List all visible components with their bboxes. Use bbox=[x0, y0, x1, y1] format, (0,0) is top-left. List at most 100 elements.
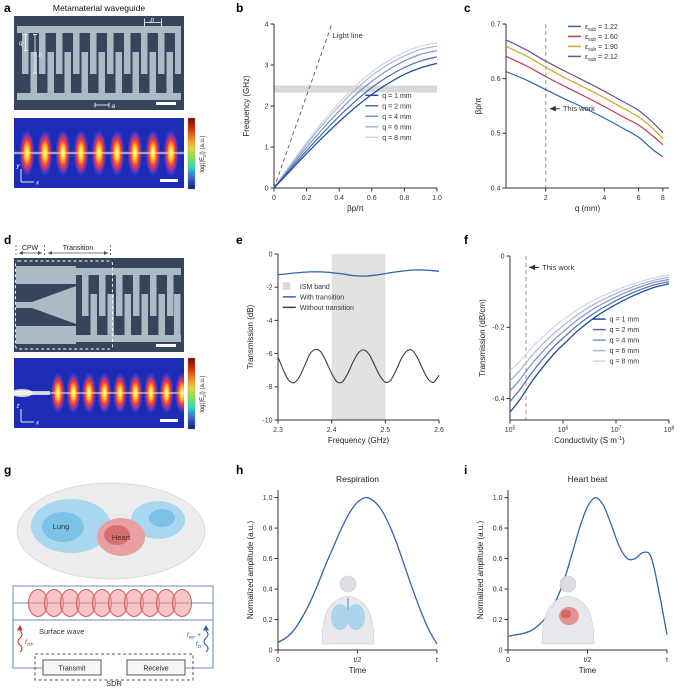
svg-text:0.8: 0.8 bbox=[493, 525, 503, 532]
cpw-taper-structure bbox=[16, 266, 76, 344]
svg-text:107: 107 bbox=[611, 426, 622, 434]
colorbar-label: log(|Ez|) (a.u.) bbox=[200, 136, 207, 173]
svg-text:-6: -6 bbox=[266, 351, 272, 358]
axis-h-label: x bbox=[35, 421, 40, 427]
svg-text:2.3: 2.3 bbox=[273, 427, 283, 434]
svg-text:6: 6 bbox=[637, 195, 641, 202]
axis-h-label: x bbox=[35, 181, 40, 187]
svg-text:t: t bbox=[666, 657, 668, 664]
svg-text:q = 6 mm: q = 6 mm bbox=[610, 348, 640, 355]
lung-label: Lung bbox=[53, 522, 70, 531]
panel-c-letter: c bbox=[464, 1, 471, 15]
tx-wave-arrow: fRF bbox=[17, 625, 34, 653]
panel-i: i 0 t/2 t 0 0.2 0.4 0.6 0.8 1.0 Time Normalized am… bbox=[456, 462, 685, 689]
svg-text:0: 0 bbox=[269, 647, 273, 654]
svg-text:-8: -8 bbox=[266, 384, 272, 391]
scale-bar bbox=[160, 179, 178, 182]
sdr-label: SDR bbox=[106, 679, 122, 687]
panel-b: b 0 0.2 0.4 0.6 0.8 1.0 0 1 2 3 4 βp/π Frequency (GH… bbox=[228, 0, 456, 232]
svg-text:Conductivity (S m-1): Conductivity (S m-1) bbox=[554, 436, 625, 445]
scale-bar bbox=[156, 344, 176, 347]
svg-text:0.6: 0.6 bbox=[493, 556, 503, 563]
panel-g: g Lung Heart bbox=[0, 462, 228, 689]
svg-text:106: 106 bbox=[558, 426, 569, 434]
panel-d: d CPW Transition bbox=[0, 232, 228, 462]
svg-text:4: 4 bbox=[265, 21, 269, 28]
transmit-box bbox=[42, 659, 102, 676]
panel-b-letter: b bbox=[236, 1, 244, 15]
svg-text:εsub = 2.12: εsub = 2.12 bbox=[585, 54, 618, 63]
colorbar: log(|Ez|) (a.u.) bbox=[187, 117, 207, 190]
svg-text:εsub = 1.90: εsub = 1.90 bbox=[585, 44, 618, 53]
svg-text:2: 2 bbox=[544, 195, 548, 202]
svg-text:0: 0 bbox=[501, 253, 505, 260]
panel-e-letter: e bbox=[236, 233, 243, 247]
svg-text:Transmission (dB/cm): Transmission (dB/cm) bbox=[478, 299, 487, 377]
svg-text:εsub = 1.60: εsub = 1.60 bbox=[585, 34, 618, 43]
svg-text:4: 4 bbox=[602, 195, 606, 202]
svg-text:0.8: 0.8 bbox=[400, 195, 410, 202]
svg-text:q = 6 mm: q = 6 mm bbox=[382, 124, 412, 131]
svg-text:Transmission (dB): Transmission (dB) bbox=[246, 304, 255, 369]
svg-text:0: 0 bbox=[506, 657, 510, 664]
svg-text:108: 108 bbox=[664, 426, 675, 434]
cpw-label: CPW bbox=[22, 245, 39, 252]
svg-text:Time: Time bbox=[579, 666, 597, 675]
transmission-chart: 2.3 2.4 2.5 2.6 0 -2 -4 -6 -8 -10 Frequency (GHz) T… bbox=[246, 251, 444, 445]
svg-text:8: 8 bbox=[661, 195, 665, 202]
svg-text:-0.4: -0.4 bbox=[492, 396, 504, 403]
svg-text:This work: This work bbox=[542, 263, 574, 272]
svg-text:1.0: 1.0 bbox=[493, 495, 503, 502]
transition-micrograph bbox=[14, 258, 184, 352]
svg-text:Light line: Light line bbox=[333, 31, 363, 40]
svg-text:0.4: 0.4 bbox=[491, 185, 501, 192]
svg-text:0.2: 0.2 bbox=[493, 617, 503, 624]
svg-text:0: 0 bbox=[276, 657, 280, 664]
svg-text:Frequency (GHz): Frequency (GHz) bbox=[242, 75, 251, 137]
comb-structure bbox=[76, 268, 181, 342]
svg-text:0.8: 0.8 bbox=[263, 525, 273, 532]
receive-label: Receive bbox=[143, 666, 168, 673]
heart-label: Heart bbox=[112, 533, 131, 542]
svg-text:0.6: 0.6 bbox=[367, 195, 377, 202]
panel-f: f 105 106 107 108 0 -0.2 -0.4 Conductivity (S m… bbox=[456, 232, 685, 462]
heart-icon bbox=[559, 607, 579, 625]
svg-text:0: 0 bbox=[499, 647, 503, 654]
svg-text:105: 105 bbox=[505, 426, 516, 434]
svg-text:2.6: 2.6 bbox=[434, 427, 444, 434]
dim-p-label: p bbox=[150, 17, 155, 24]
svg-text:2.5: 2.5 bbox=[380, 427, 390, 434]
rx-wave-arrow: fRF + fD bbox=[187, 625, 209, 653]
svg-text:0.7: 0.7 bbox=[491, 21, 501, 28]
comb-structure bbox=[17, 26, 181, 100]
sdr-block: Transmit Receive SDR bbox=[34, 653, 194, 687]
surface-wave-label: Surface wave bbox=[39, 627, 84, 636]
svg-text:0.4: 0.4 bbox=[263, 586, 273, 593]
svg-text:q (mm): q (mm) bbox=[575, 204, 601, 213]
loss-vs-conductivity-chart: 105 106 107 108 0 -0.2 -0.4 Conductivity (S m-1… bbox=[478, 253, 675, 445]
svg-text:Normalized amplitude (a.u.): Normalized amplitude (a.u.) bbox=[246, 521, 255, 620]
field-map-zx: z x bbox=[14, 358, 184, 428]
svg-text:2.4: 2.4 bbox=[327, 427, 337, 434]
svg-text:-10: -10 bbox=[262, 417, 272, 424]
tx-frequency-label: fRF bbox=[25, 639, 34, 648]
waveguide-section bbox=[12, 585, 214, 621]
scale-bar bbox=[156, 102, 176, 105]
svg-text:3: 3 bbox=[265, 62, 269, 69]
svg-text:εsub = 1.22: εsub = 1.22 bbox=[585, 24, 618, 33]
svg-text:Normalized amplitude (a.u.): Normalized amplitude (a.u.) bbox=[476, 521, 485, 620]
surface-wave-mode bbox=[28, 589, 192, 617]
svg-text:-0.2: -0.2 bbox=[492, 325, 504, 332]
scale-bar bbox=[160, 419, 178, 422]
svg-text:0.4: 0.4 bbox=[493, 586, 503, 593]
panel-c: c 2 4 6 8 0.4 0.5 0.6 0.7 q (mm) βp/π εsub = 1.22 ε… bbox=[456, 0, 685, 232]
receive-box bbox=[126, 659, 186, 676]
body-cross-section: Lung Heart bbox=[16, 482, 206, 580]
svg-text:t/2: t/2 bbox=[584, 657, 592, 664]
svg-text:This work: This work bbox=[563, 104, 595, 113]
panel-a: a Metamaterial waveguide bbox=[0, 0, 228, 232]
svg-text:ISM band: ISM band bbox=[300, 284, 330, 291]
svg-text:0: 0 bbox=[272, 195, 276, 202]
svg-text:q = 2 mm: q = 2 mm bbox=[610, 327, 640, 334]
